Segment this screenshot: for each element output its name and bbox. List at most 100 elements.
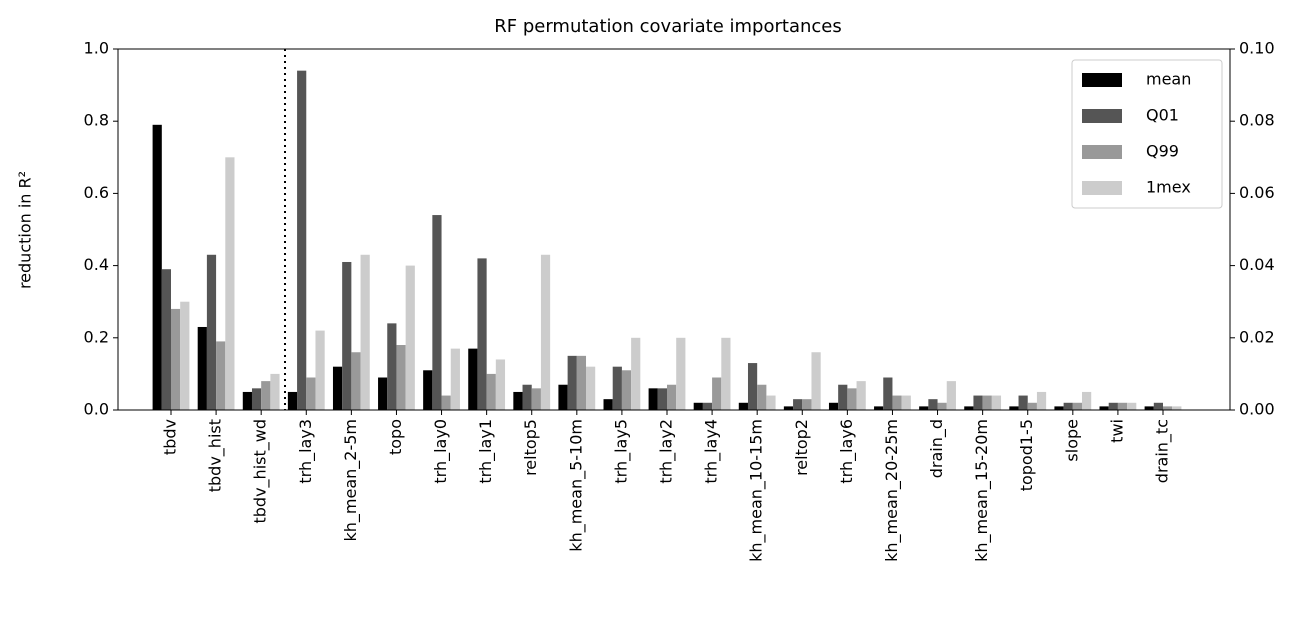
bar [612,366,622,410]
bar [667,384,677,410]
x-tick-label: drain_d [927,419,947,478]
bar [216,341,226,410]
bar [531,388,541,410]
bar [621,370,632,410]
bar [315,330,325,410]
bar [793,399,803,410]
bar [1027,402,1037,410]
y-tick-label: 0.6 [84,183,109,202]
bar [486,373,496,410]
x-tick-label: trh_lay3 [296,419,316,484]
bar [342,261,352,410]
bar [576,355,587,410]
bar [396,345,406,410]
x-tick-label: tbdv [161,419,180,455]
bar [378,377,388,410]
y-tick-label: 0.2 [84,327,109,346]
x-tick-label: drain_tc [1153,419,1173,483]
bar [1082,391,1092,410]
x-tick-label: kh_mean_15-20m [972,419,992,562]
bar [1153,402,1163,410]
legend-label: 1mex [1146,178,1191,197]
y-axis-label: reduction in R² [16,171,35,289]
bar [423,370,433,410]
legend-label: Q99 [1146,142,1179,161]
bar [802,399,812,410]
bar [351,352,361,410]
axes-frame [117,48,1231,411]
bar [783,406,794,410]
bar [828,402,839,410]
legend-swatch [1082,181,1122,195]
bar [1127,402,1137,410]
y-tick-label: 0.8 [84,111,109,130]
bar [405,265,415,410]
x-tick-label: tbdv_hist [206,419,226,492]
bar [738,402,748,410]
bar [432,215,442,410]
bar [883,377,893,410]
bar [811,352,821,410]
y2-tick-label: 0.10 [1239,39,1275,58]
bar [540,254,551,410]
x-tick-label: slope [1062,419,1081,462]
bar [973,395,983,410]
bar [1009,406,1019,410]
bar [297,70,307,410]
bar [522,384,532,410]
bar [242,391,252,410]
bar [1163,406,1173,410]
bar [558,384,568,410]
bar [251,388,262,410]
bar [450,348,460,410]
bar [441,395,451,410]
bar [206,254,217,410]
y2-tick-label: 0.00 [1239,400,1275,419]
bar [991,395,1002,410]
bar [261,381,271,410]
bar [747,363,758,410]
bar [332,366,343,410]
bar [152,124,162,410]
bar [180,301,190,410]
y-tick-label: 1.0 [84,39,109,58]
x-tick-label: kh_mean_20-25m [882,419,902,562]
bar [1072,402,1083,410]
bar [306,377,316,410]
x-tick-label: trh_lay1 [476,419,496,484]
bar [892,395,902,410]
bar [1036,391,1047,410]
plot [152,70,1182,410]
bar [919,406,929,410]
x-tick-label: reltop5 [521,419,540,476]
bar [197,326,207,410]
bar [225,157,235,410]
bar [856,381,866,410]
bar [171,308,181,410]
bar [1108,402,1118,410]
y-tick-label: 0.4 [84,255,109,274]
bar [1099,406,1109,410]
x-tick-label: trh_lay2 [657,419,677,484]
bar [847,388,857,410]
bar [928,399,938,410]
y2-tick-label: 0.04 [1239,255,1275,274]
x-tick-label: reltop2 [792,419,811,476]
y2-tick-label: 0.06 [1239,183,1275,202]
x-tick-label: trh_lay4 [702,419,722,484]
legend-label: mean [1146,70,1191,89]
x-tick-label: trh_lay6 [837,419,857,484]
bar [477,258,487,410]
bar [1018,395,1028,410]
y2-tick-label: 0.08 [1239,111,1275,130]
bar [360,254,370,410]
legend-swatch [1082,145,1122,159]
bar [495,359,506,410]
legend-swatch [1082,109,1122,123]
bar [513,391,523,410]
bar [603,399,613,410]
bar [1054,406,1064,410]
bar [567,355,577,410]
bar [657,388,667,410]
